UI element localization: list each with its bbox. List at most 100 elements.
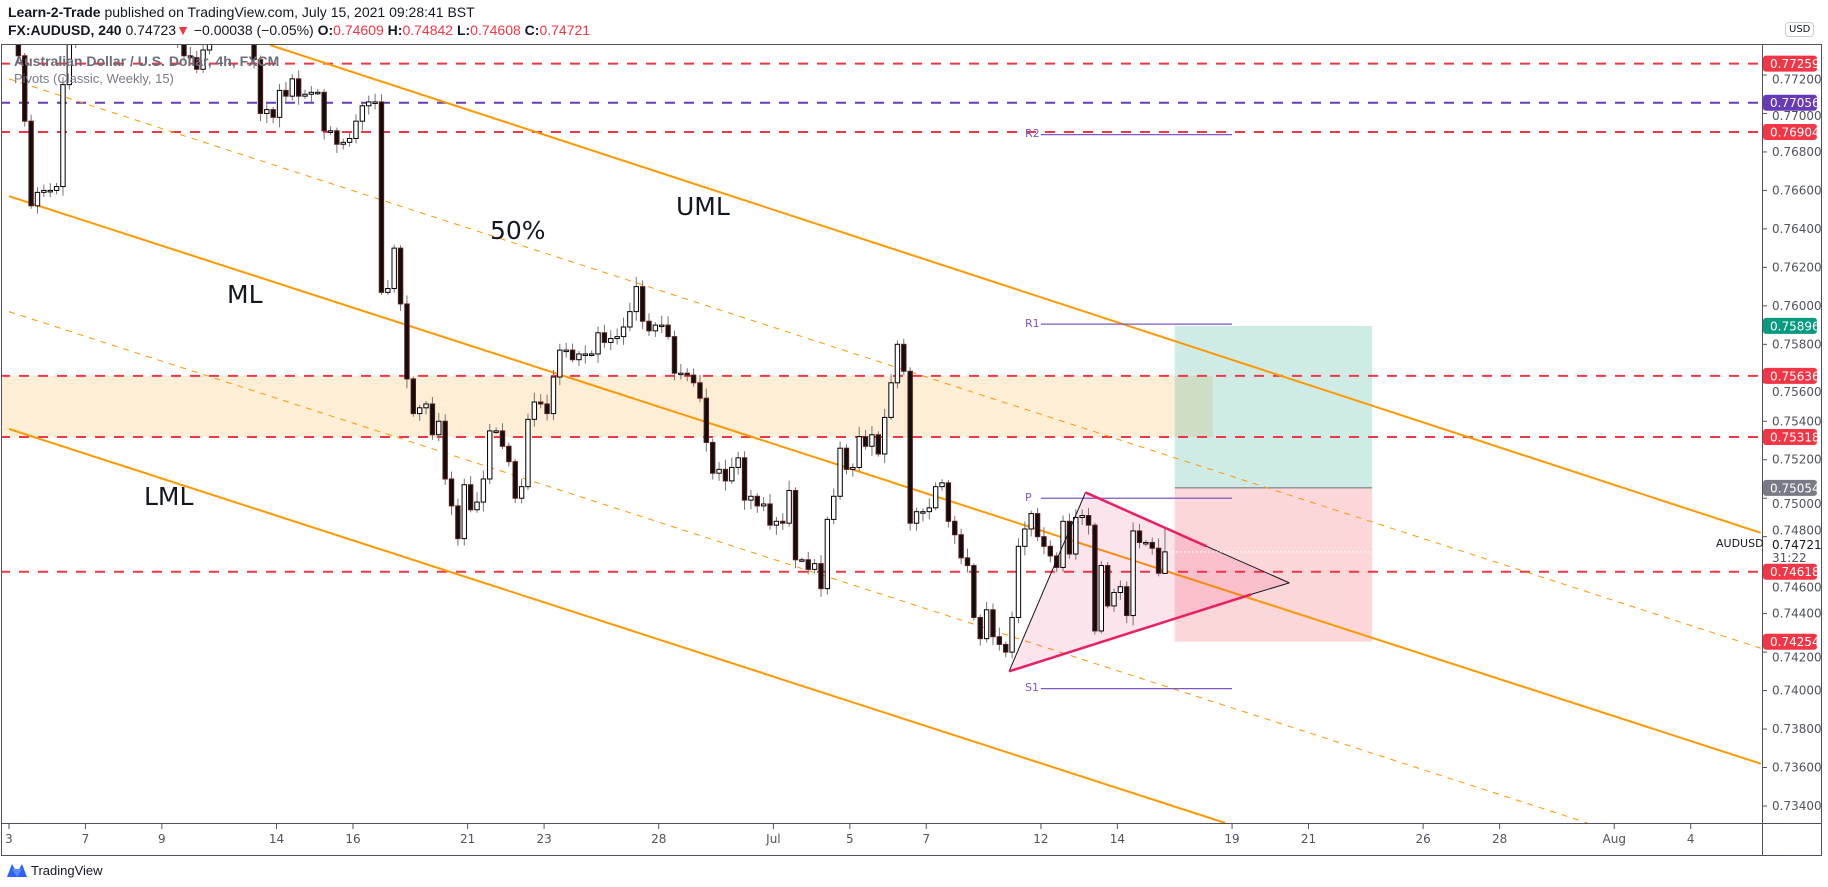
- candle[interactable]: [295, 70, 302, 105]
- candle[interactable]: [480, 470, 487, 512]
- candle[interactable]: [1124, 581, 1130, 624]
- plot-area[interactable]: [0, 0, 1762, 823]
- candle[interactable]: [767, 494, 773, 530]
- candle[interactable]: [773, 516, 780, 535]
- candle[interactable]: [448, 471, 455, 516]
- candle[interactable]: [66, 38, 73, 90]
- candle[interactable]: [487, 423, 493, 484]
- candle[interactable]: [512, 459, 518, 504]
- candle[interactable]: [1085, 508, 1092, 535]
- candle[interactable]: [805, 551, 811, 575]
- candle[interactable]: [1041, 527, 1047, 555]
- candle[interactable]: [888, 374, 894, 420]
- candle[interactable]: [831, 488, 837, 525]
- candle[interactable]: [429, 397, 436, 440]
- candle[interactable]: [302, 89, 308, 99]
- candle[interactable]: [971, 563, 977, 621]
- candle[interactable]: [595, 326, 601, 363]
- candle[interactable]: [47, 183, 53, 198]
- candle[interactable]: [792, 487, 799, 569]
- candle[interactable]: [569, 343, 576, 363]
- candle[interactable]: [869, 426, 875, 456]
- triangle-upper-extension[interactable]: [1206, 545, 1290, 584]
- candle[interactable]: [945, 479, 952, 528]
- candle[interactable]: [499, 423, 506, 450]
- candle[interactable]: [404, 295, 410, 389]
- candle[interactable]: [977, 614, 983, 646]
- candle[interactable]: [264, 104, 270, 124]
- candle[interactable]: [964, 548, 971, 573]
- candle[interactable]: [378, 94, 385, 296]
- candle[interactable]: [958, 528, 964, 565]
- candle[interactable]: [410, 376, 417, 417]
- candle[interactable]: [576, 351, 582, 367]
- triangle-pattern-fill[interactable]: [1009, 492, 1290, 672]
- candle[interactable]: [894, 340, 901, 389]
- candle[interactable]: [627, 302, 633, 332]
- candle[interactable]: [716, 462, 722, 481]
- candle[interactable]: [824, 516, 831, 595]
- candle[interactable]: [1034, 507, 1041, 542]
- candle[interactable]: [53, 182, 60, 195]
- candle[interactable]: [442, 414, 448, 485]
- candle[interactable]: [359, 102, 366, 131]
- candle[interactable]: [461, 478, 467, 546]
- candle[interactable]: [416, 404, 423, 421]
- pitchfork-median-dashed-line[interactable]: [8, 78, 1761, 649]
- candle[interactable]: [1149, 537, 1155, 555]
- candle[interactable]: [200, 40, 206, 74]
- candle[interactable]: [856, 426, 862, 472]
- pitchfork-median-dashed-line[interactable]: [8, 311, 1588, 823]
- candle[interactable]: [506, 442, 512, 467]
- candle[interactable]: [926, 498, 932, 520]
- candle[interactable]: [665, 316, 671, 340]
- triangle-lower-trendline[interactable]: [1008, 593, 1252, 673]
- candle[interactable]: [684, 368, 690, 382]
- candle[interactable]: [932, 482, 939, 511]
- candle[interactable]: [28, 114, 34, 209]
- candle[interactable]: [187, 47, 194, 61]
- candle[interactable]: [1079, 509, 1085, 525]
- candle[interactable]: [315, 88, 321, 95]
- candle[interactable]: [60, 77, 66, 196]
- candle[interactable]: [582, 345, 588, 364]
- candle[interactable]: [633, 277, 639, 321]
- candle[interactable]: [1117, 580, 1124, 600]
- candle[interactable]: [455, 498, 461, 546]
- candle[interactable]: [1136, 523, 1143, 549]
- triangle-leg-line[interactable]: [1008, 492, 1086, 672]
- candle[interactable]: [875, 431, 882, 457]
- candle[interactable]: [467, 476, 474, 513]
- candle[interactable]: [843, 444, 850, 475]
- currency-button[interactable]: USD: [1785, 22, 1815, 37]
- candle[interactable]: [1073, 509, 1079, 560]
- candle[interactable]: [639, 280, 646, 330]
- candle[interactable]: [1053, 552, 1060, 573]
- candle[interactable]: [327, 126, 334, 135]
- candle[interactable]: [1143, 539, 1149, 547]
- candle[interactable]: [729, 457, 735, 484]
- candle[interactable]: [1066, 513, 1073, 559]
- candle[interactable]: [366, 95, 372, 115]
- candle[interactable]: [697, 374, 703, 403]
- candle[interactable]: [518, 478, 525, 504]
- candle[interactable]: [601, 324, 608, 348]
- candle[interactable]: [563, 342, 569, 358]
- candle[interactable]: [837, 441, 843, 500]
- candle[interactable]: [41, 184, 47, 198]
- candle[interactable]: [952, 515, 958, 545]
- candle[interactable]: [811, 558, 818, 574]
- candle[interactable]: [270, 106, 276, 124]
- candle[interactable]: [34, 187, 41, 214]
- candle[interactable]: [646, 313, 652, 337]
- triangle-lower-extension[interactable]: [1251, 582, 1290, 595]
- candle[interactable]: [901, 338, 907, 376]
- candle[interactable]: [588, 350, 595, 357]
- candle[interactable]: [391, 244, 397, 293]
- candle[interactable]: [907, 367, 913, 531]
- candle[interactable]: [493, 427, 499, 435]
- candle[interactable]: [671, 330, 678, 381]
- candle[interactable]: [1015, 538, 1022, 624]
- candle[interactable]: [436, 413, 442, 442]
